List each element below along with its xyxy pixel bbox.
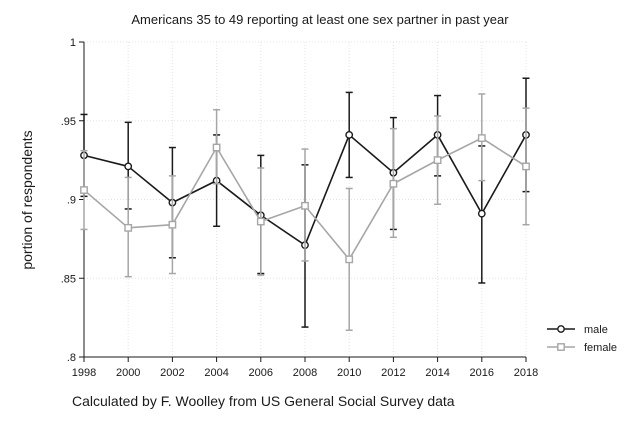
y-axis-label: portion of respondents	[19, 130, 35, 269]
x-tick-label-5: 2008	[293, 367, 317, 379]
series-layer	[80, 77, 530, 331]
x-tick-label-4: 2006	[249, 367, 273, 379]
legend-label-female: female	[584, 342, 617, 354]
x-tick-label-7: 2012	[381, 367, 405, 379]
x-tick-label-3: 2004	[204, 367, 228, 379]
female-point-2010	[345, 255, 354, 264]
legend-label-male: male	[584, 324, 608, 336]
series-female	[80, 93, 530, 331]
legend-item-male: male	[547, 324, 608, 336]
female-point-2008	[301, 201, 309, 210]
x-tick-label-6: 2010	[337, 367, 361, 379]
female-point-2012	[389, 179, 398, 188]
legend: male female	[547, 324, 617, 354]
x-tick-label-10: 2018	[514, 367, 538, 379]
female-point-2018	[522, 162, 530, 171]
chart-caption: Calculated by F. Woolley from US General…	[72, 393, 455, 409]
x-tick-label-1: 2000	[116, 367, 140, 379]
y-tick-label-4: 1	[70, 37, 76, 49]
y-tick-label-0: .8	[67, 352, 76, 364]
female-point-2006	[256, 217, 265, 226]
x-tick-label-0: 1998	[72, 367, 96, 379]
x-axis-ticks: 1998 2000 2002 2004 2006 2008 2010 2012 2014 2016…	[72, 357, 538, 379]
male-point-2016	[477, 209, 486, 218]
female-point-2004	[212, 143, 221, 152]
legend-marker-female	[557, 343, 565, 351]
x-tick-label-8: 2014	[425, 367, 449, 379]
chart-title: Americans 35 to 49 reporting at least on…	[131, 12, 509, 27]
y-tick-label-3: .95	[61, 116, 76, 128]
female-point-2016	[477, 134, 486, 142]
x-tick-label-9: 2016	[470, 367, 494, 379]
female-point-2000	[124, 223, 133, 232]
male-point-2010	[345, 131, 354, 139]
female-point-2002	[168, 220, 177, 229]
legend-marker-male	[557, 325, 565, 333]
y-axis-ticks: .8 .85 .9 .95 1	[61, 37, 84, 364]
female-point-2014	[433, 156, 442, 165]
female-point-1998	[80, 186, 88, 194]
y-tick-label-2: .9	[67, 195, 76, 207]
legend-item-female: female	[547, 342, 617, 354]
x-tick-label-2: 2002	[160, 367, 184, 379]
y-tick-label-1: .85	[61, 273, 76, 285]
male-point-2000	[124, 162, 133, 171]
